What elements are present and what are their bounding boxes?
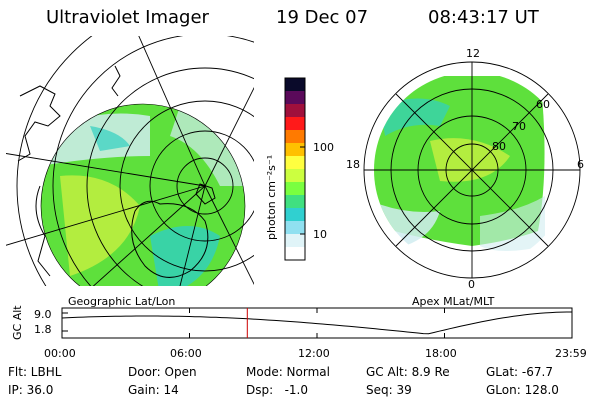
- lat-lon-grid: [6, 36, 254, 286]
- xtick-1200: 12:00: [298, 347, 330, 360]
- continent-outlines: [17, 65, 216, 278]
- altitude-ytick-high: 9.0: [34, 308, 52, 321]
- info-ip: IP: 36.0: [8, 383, 54, 397]
- colorbar-segment: [285, 78, 305, 92]
- magnetic-map-panel: [363, 61, 581, 279]
- altitude-ytick-low: 1.8: [34, 323, 52, 336]
- mlat-label-80: 80: [492, 140, 506, 153]
- xtick-0000: 00:00: [44, 347, 76, 360]
- colorbar-segment: [285, 91, 305, 105]
- info-gain: Gain: 14: [128, 383, 179, 397]
- colorbar-segment: [285, 195, 305, 209]
- geographic-caption: Geographic Lat/Lon: [68, 295, 176, 308]
- time-label: 08:43:17 UT: [428, 7, 539, 28]
- colorbar-tick-100: 100: [313, 141, 334, 154]
- info-filter: Flt: LBHL: [8, 365, 62, 379]
- info-gc-alt: GC Alt: 8.9 Re: [366, 365, 450, 379]
- aurora-pale-band: [480, 196, 545, 251]
- date-label: 19 Dec 07: [276, 7, 369, 28]
- aurora-cyan-band: [380, 98, 450, 136]
- mlt-label-12: 12: [466, 47, 480, 60]
- info-seq: Seq: 39: [366, 383, 412, 397]
- colorbar-segment: [285, 104, 305, 118]
- colorbar-segment: [285, 117, 305, 131]
- info-mode: Mode: Normal: [246, 365, 330, 379]
- xtick-0600: 06:00: [170, 347, 202, 360]
- imager-fov-edge: [40, 103, 246, 286]
- colorbar-unit-label: photon cm⁻²s⁻¹: [265, 154, 278, 240]
- colorbar-segment: [285, 247, 305, 261]
- mlat-mlt-grid: [363, 61, 581, 279]
- info-dsp: Dsp: -1.0: [246, 383, 309, 397]
- aurora-yellow-band: [60, 175, 140, 276]
- colorbar-segment: [285, 156, 305, 170]
- mlat-label-70: 70: [512, 120, 526, 133]
- colorbar-segment: [285, 182, 305, 196]
- aurora-image-magnetic: [374, 72, 570, 268]
- altitude-ticks: [61, 308, 573, 338]
- info-glon: GLon: 128.0: [486, 383, 559, 397]
- aurora-pale-band: [170, 106, 245, 186]
- info-door: Door: Open: [128, 365, 197, 379]
- colorbar-segment: [285, 143, 305, 157]
- mlat-label-60: 60: [536, 98, 550, 111]
- colorbar-tick-10: 10: [313, 228, 327, 241]
- colorbar-segment: [285, 234, 305, 248]
- aurora-yellow-band: [430, 138, 510, 182]
- geographic-map-panel: [6, 36, 254, 286]
- instrument-title: Ultraviolet Imager: [46, 7, 209, 28]
- altitude-plot: [61, 307, 573, 339]
- altitude-ylabel: GC Alt: [11, 305, 24, 340]
- colorbar-segment: [285, 130, 305, 144]
- mlt-label-6: 6: [577, 158, 584, 171]
- colorbar-segment: [285, 169, 305, 183]
- colorbar-segment: [285, 208, 305, 222]
- colorbar-segment: [285, 221, 305, 235]
- aurora-cyan-band: [150, 226, 220, 286]
- altitude-curve: [61, 311, 572, 335]
- color-scale-bar: [284, 77, 306, 261]
- xtick-2359: 23:59: [555, 347, 587, 360]
- magnetic-caption: Apex MLat/MLT: [412, 295, 495, 308]
- aurora-image-geographic: [41, 104, 245, 286]
- info-glat: GLat: -67.7: [486, 365, 553, 379]
- xtick-1800: 18:00: [425, 347, 457, 360]
- mlt-label-18: 18: [346, 158, 360, 171]
- mlt-label-0: 0: [468, 278, 475, 291]
